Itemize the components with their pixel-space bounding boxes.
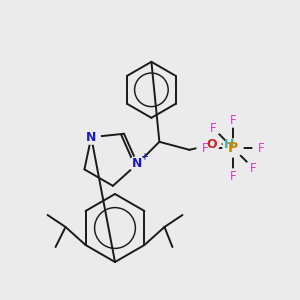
Ellipse shape	[225, 169, 241, 183]
Text: F: F	[202, 142, 208, 154]
Ellipse shape	[197, 141, 213, 155]
Text: F: F	[258, 142, 264, 154]
Text: P: P	[228, 141, 238, 155]
Text: +: +	[140, 152, 148, 162]
Text: F: F	[250, 161, 256, 175]
Ellipse shape	[223, 139, 243, 157]
Ellipse shape	[205, 121, 221, 135]
Text: O: O	[206, 138, 217, 151]
Text: F: F	[210, 122, 216, 134]
Text: N: N	[86, 131, 97, 144]
Text: N: N	[132, 157, 142, 170]
Text: ·: ·	[219, 138, 224, 152]
Ellipse shape	[203, 139, 219, 151]
Ellipse shape	[128, 157, 146, 171]
Text: H: H	[224, 138, 235, 151]
Ellipse shape	[225, 113, 241, 127]
Ellipse shape	[253, 141, 269, 155]
Text: F: F	[230, 169, 236, 182]
Text: F: F	[230, 113, 236, 127]
Ellipse shape	[82, 130, 100, 144]
Ellipse shape	[245, 161, 261, 175]
